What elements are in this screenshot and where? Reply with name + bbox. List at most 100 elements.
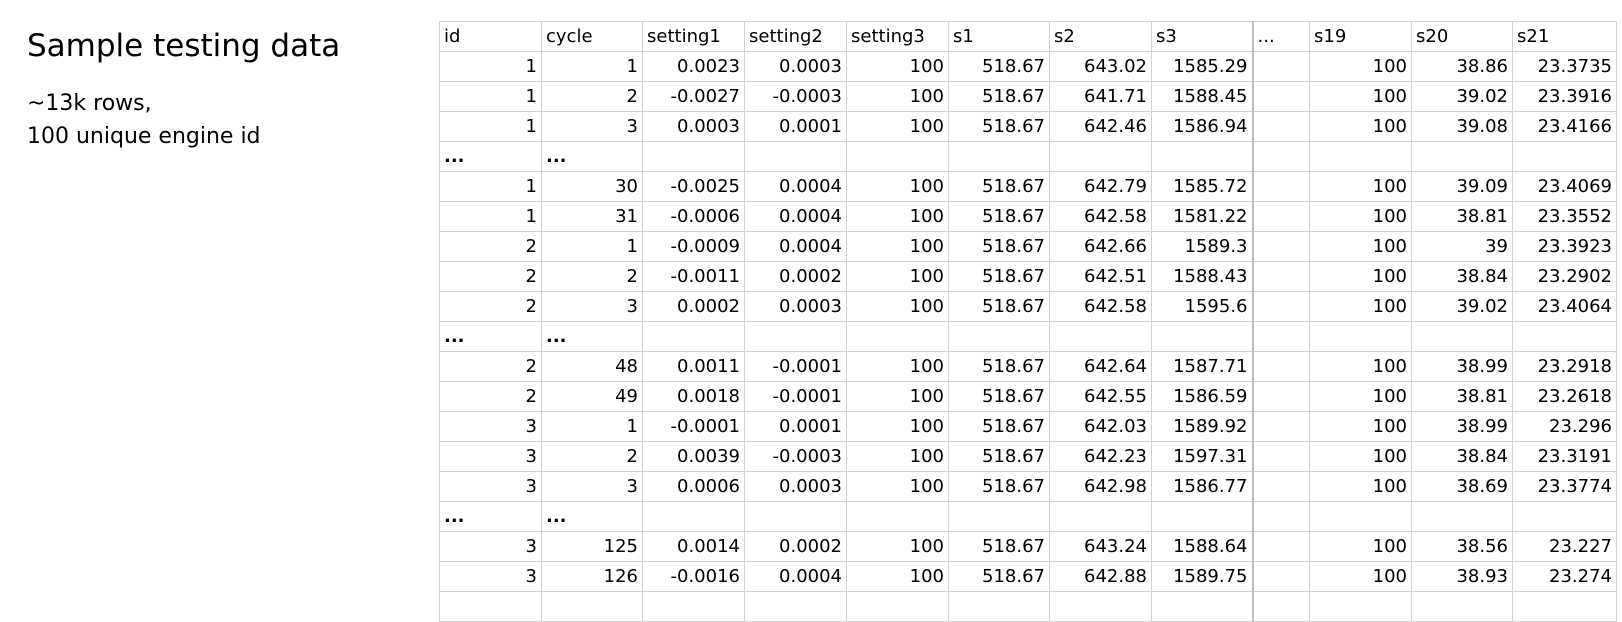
- table-cell: 0.0002: [744, 261, 847, 292]
- table-cell: ...: [439, 141, 542, 172]
- table-cell: [1251, 531, 1310, 562]
- table-cell: [744, 591, 847, 622]
- table-cell: 1: [541, 51, 643, 82]
- table-cell: 31: [541, 201, 643, 232]
- table-cell: [744, 141, 847, 172]
- table-cell: 100: [1309, 231, 1412, 262]
- table-cell: 3: [439, 471, 542, 502]
- table-cell: 126: [541, 561, 643, 592]
- table-cell: [1251, 51, 1310, 82]
- table-cell: [1251, 171, 1310, 202]
- table-row: 2 2 -0.0011 0.0002 100 518.67 642.51 1588.43 100…: [439, 261, 1617, 292]
- table-cell: 642.46: [1049, 111, 1152, 142]
- table-cell: [1251, 291, 1310, 322]
- table-cell: 100: [846, 111, 949, 142]
- table-cell: [1411, 591, 1513, 622]
- table-cell: 0.0004: [744, 561, 847, 592]
- table-cell: 38.99: [1411, 411, 1513, 442]
- table-cell: 3: [541, 471, 643, 502]
- table-cell: -0.0009: [642, 231, 745, 262]
- table-cell: -0.0016: [642, 561, 745, 592]
- table-cell: 100: [1309, 81, 1412, 112]
- table-cell: [1251, 81, 1310, 112]
- table-cell: 48: [541, 351, 643, 382]
- table-cell: 642.64: [1049, 351, 1152, 382]
- table-cell: 1588.64: [1151, 531, 1253, 562]
- column-header: id: [439, 21, 542, 52]
- table-cell: 23.4069: [1512, 171, 1617, 202]
- table-cell: [1411, 321, 1513, 352]
- table-cell: 100: [1309, 561, 1412, 592]
- table-cell: [1049, 141, 1152, 172]
- dataset-description: ~13k rows, 100 unique engine id: [27, 87, 261, 153]
- table-cell: 3: [439, 411, 542, 442]
- table-cell: [1049, 321, 1152, 352]
- table-cell: [1151, 501, 1253, 532]
- table-cell: 38.81: [1411, 381, 1513, 412]
- table-cell: 518.67: [948, 351, 1050, 382]
- table-cell: 100: [846, 201, 949, 232]
- table-cell: 2: [541, 261, 643, 292]
- table-cell: 100: [846, 411, 949, 442]
- table-cell: 642.58: [1049, 201, 1152, 232]
- table-cell: 38.69: [1411, 471, 1513, 502]
- table-cell: [948, 141, 1050, 172]
- column-header: ...: [1251, 21, 1310, 52]
- column-header: s1: [948, 21, 1050, 52]
- table-cell: 518.67: [948, 411, 1050, 442]
- table-row: 1 1 0.0023 0.0003 100 518.67 643.02 1585.29 100 3…: [439, 51, 1617, 82]
- table-cell: [1309, 591, 1412, 622]
- table-cell: 39.02: [1411, 81, 1513, 112]
- table-cell: [642, 591, 745, 622]
- table-cell: 518.67: [948, 471, 1050, 502]
- table-cell: 1585.29: [1151, 51, 1253, 82]
- table-row: 2 49 0.0018 -0.0001 100 518.67 642.55 1586.59 10…: [439, 381, 1617, 412]
- table-cell: 100: [1309, 441, 1412, 472]
- table-cell: 100: [846, 261, 949, 292]
- table-cell: [744, 501, 847, 532]
- table-cell: 518.67: [948, 111, 1050, 142]
- table-cell: 23.3774: [1512, 471, 1617, 502]
- table-cell: [439, 591, 542, 622]
- table-cell: [846, 141, 949, 172]
- table-cell: 0.0006: [642, 471, 745, 502]
- table-cell: [1251, 501, 1310, 532]
- table-cell: 100: [846, 381, 949, 412]
- table-cell: [642, 501, 745, 532]
- table-cell: 38.93: [1411, 561, 1513, 592]
- column-header: s19: [1309, 21, 1412, 52]
- table-cell: 0.0003: [744, 291, 847, 322]
- table-cell: [948, 591, 1050, 622]
- table-cell: [1251, 111, 1310, 142]
- table-cell: [1251, 561, 1310, 592]
- table-cell: 0.0003: [744, 51, 847, 82]
- table-cell: 1585.72: [1151, 171, 1253, 202]
- table-cell: 518.67: [948, 171, 1050, 202]
- table-cell: 642.23: [1049, 441, 1152, 472]
- table-cell: 100: [1309, 51, 1412, 82]
- table-cell: [1251, 201, 1310, 232]
- ellipsis-row: ......: [439, 141, 1617, 172]
- table-cell: 642.51: [1049, 261, 1152, 292]
- table-cell: 100: [846, 351, 949, 382]
- table-cell: 100: [1309, 261, 1412, 292]
- table-cell: 38.84: [1411, 441, 1513, 472]
- table-cell: [1251, 321, 1310, 352]
- table-cell: 1: [439, 51, 542, 82]
- table-cell: [1512, 501, 1617, 532]
- table-cell: 2: [439, 231, 542, 262]
- table-cell: 100: [846, 531, 949, 562]
- table-cell: 39.08: [1411, 111, 1513, 142]
- table-cell: 23.3191: [1512, 441, 1617, 472]
- table-cell: 0.0004: [744, 231, 847, 262]
- table-cell: 100: [846, 561, 949, 592]
- table-cell: 1586.77: [1151, 471, 1253, 502]
- table-cell: [1049, 591, 1152, 622]
- table-cell: 23.227: [1512, 531, 1617, 562]
- table-cell: -0.0001: [744, 351, 847, 382]
- table-cell: [1411, 141, 1513, 172]
- table-cell: ...: [541, 321, 643, 352]
- table-cell: 23.2618: [1512, 381, 1617, 412]
- table-cell: 100: [1309, 351, 1412, 382]
- table-cell: [846, 501, 949, 532]
